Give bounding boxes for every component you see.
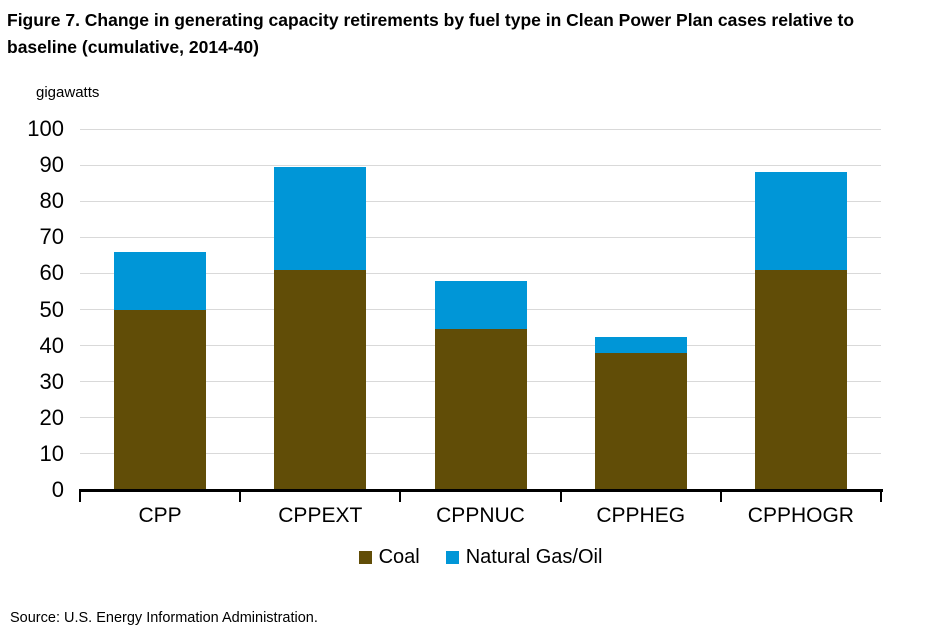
bar-segment-natural-gas-oil-cpp (114, 251, 207, 310)
x-axis-line (79, 489, 883, 492)
bar-segment-coal-cppext (274, 269, 367, 490)
bar-segment-natural-gas-oil-cppnuc (434, 280, 527, 330)
bar-segment-coal-cpp (114, 309, 207, 490)
gridline-70 (80, 236, 881, 238)
x-category-label-cpp: CPP (138, 504, 182, 527)
figure-title: Figure 7. Change in generating capacity … (7, 7, 935, 61)
y-tick-label-70: 70 (39, 224, 64, 250)
x-axis-tick-5 (880, 492, 882, 502)
x-category-label-cppext: CPPEXT (278, 504, 363, 527)
y-tick-label-50: 50 (39, 296, 64, 322)
x-axis-tick-1 (239, 492, 242, 502)
plot-area: 0 10 20 30 40 50 60 70 80 90 100 CPP CPPEXT CPPNUC CPP… (27, 118, 883, 527)
y-tick-label-40: 40 (39, 332, 64, 358)
legend-item-natural-gas-oil: Natural Gas/Oil (445, 546, 603, 568)
x-axis-tick-4 (719, 492, 722, 502)
gridline-90 (80, 164, 881, 166)
bar-segment-natural-gas-oil-cppheg (594, 336, 687, 353)
bar-segment-natural-gas-oil-cpphogr (754, 172, 847, 270)
legend-item-coal: Coal (358, 546, 420, 568)
y-tick-label-90: 90 (39, 152, 64, 178)
y-tick-label-10: 10 (39, 440, 64, 466)
gridline-80 (80, 200, 881, 202)
legend-label-coal: Coal (378, 546, 420, 568)
x-category-label-cpphogr: CPPHOGR (747, 504, 854, 527)
x-category-label-cppnuc: CPPNUC (436, 504, 525, 527)
source-note: Source: U.S. Energy Information Administ… (10, 610, 318, 626)
legend: Coal Natural Gas/Oil (80, 547, 881, 567)
gridline-60 (80, 272, 881, 274)
bar-segment-coal-cppnuc (434, 329, 527, 490)
legend-swatch-coal (358, 550, 372, 564)
legend-swatch-natural-gas-oil (445, 550, 459, 564)
bar-segment-natural-gas-oil-cppext (274, 166, 367, 270)
x-axis-tick-0 (79, 492, 81, 502)
y-tick-label-80: 80 (39, 188, 64, 214)
figure-title-line1: Figure 7. Change in generating capacity … (7, 10, 855, 30)
x-axis-tick-3 (559, 492, 562, 502)
y-tick-label-30: 30 (39, 368, 64, 394)
y-tick-label-0: 0 (51, 477, 64, 502)
x-category-label-cppheg: CPPHEG (596, 504, 686, 527)
gridline-100 (80, 128, 881, 130)
bar-segment-coal-cpphogr (754, 269, 847, 490)
x-axis-tick-2 (399, 492, 402, 502)
y-axis-unit-label: gigawatts (36, 84, 100, 101)
y-tick-label-60: 60 (39, 260, 64, 286)
y-tick-label-100: 100 (27, 116, 64, 141)
bar-segment-coal-cppheg (594, 352, 687, 490)
legend-label-natural-gas-oil: Natural Gas/Oil (465, 546, 603, 568)
y-tick-label-20: 20 (39, 404, 64, 430)
figure-title-line2: baseline (cumulative, 2014-40) (7, 37, 259, 57)
